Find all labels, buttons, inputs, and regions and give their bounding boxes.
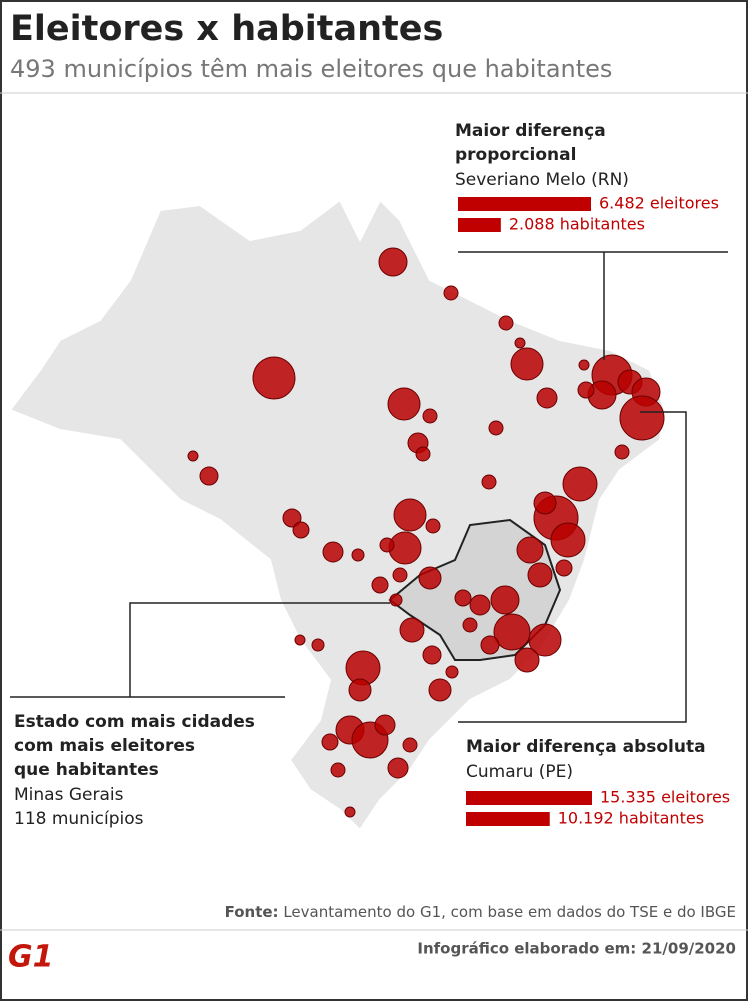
municipality-dot — [351, 548, 365, 562]
callout-title: que habitantes — [14, 760, 159, 780]
municipality-dot — [527, 562, 553, 588]
municipality-dot — [187, 450, 199, 462]
municipality-dot — [415, 446, 431, 462]
municipality-dot — [445, 665, 459, 679]
source-label: Fonte: — [225, 903, 279, 921]
municipality-dot — [292, 521, 310, 539]
callout-title: Maior diferença absoluta — [466, 737, 706, 757]
municipality-dot — [528, 623, 562, 657]
municipality-dot — [330, 762, 346, 778]
comparison-bar — [466, 812, 550, 826]
date: Infográfico elaborado em: 21/09/2020 — [417, 940, 736, 958]
callout-line — [129, 602, 390, 697]
callout-title: proporcional — [455, 145, 576, 165]
municipality-dot — [311, 638, 325, 652]
callout-lines — [10, 251, 728, 723]
bar-label: 2.088 habitantes — [509, 215, 645, 234]
source-text: Levantamento do G1, com base em dados do… — [283, 903, 736, 921]
municipality-dot — [399, 617, 425, 643]
municipality-dot — [488, 420, 504, 436]
municipality-dot — [469, 594, 491, 616]
municipality-dot — [344, 806, 356, 818]
municipality-dot — [199, 466, 219, 486]
municipality-dot — [379, 537, 395, 553]
municipality-dot — [387, 387, 421, 421]
municipality-dot — [348, 678, 372, 702]
municipality-dot — [536, 387, 558, 409]
municipality-dot — [498, 315, 514, 331]
municipality-dot — [393, 498, 427, 532]
callout-place: Minas Gerais — [14, 785, 124, 805]
municipality-dot — [422, 645, 442, 665]
municipality-dot — [614, 444, 630, 460]
callout-title: Maior diferença — [455, 121, 606, 141]
municipality-dot — [490, 585, 520, 615]
municipality-dot — [555, 559, 573, 577]
municipality-dot — [562, 466, 598, 502]
source: Fonte: Levantamento do G1, com base em d… — [225, 903, 736, 921]
municipality-dot — [387, 757, 409, 779]
municipality-dot — [321, 733, 339, 751]
comparison-bar — [466, 791, 592, 805]
municipality-dot — [454, 589, 472, 607]
municipality-dot — [428, 678, 452, 702]
municipality-dot — [425, 518, 441, 534]
municipality-dot — [577, 381, 595, 399]
municipality-dot — [443, 285, 459, 301]
municipality-dot — [371, 576, 389, 594]
bar-group: 6.482 eleitores 2.088 habitantes 15.335 el… — [458, 194, 730, 828]
municipality-dot — [516, 536, 544, 564]
comparison-bar — [458, 197, 591, 211]
municipality-dot — [422, 408, 438, 424]
municipality-dot — [294, 634, 306, 646]
callout-place: Severiano Melo (RN) — [455, 170, 629, 190]
callout-line — [458, 411, 687, 723]
municipality-dot — [392, 567, 408, 583]
municipality-dot — [282, 508, 302, 528]
callout-title: Estado com mais cidades — [14, 712, 255, 732]
callout-detail: 118 municípios — [14, 809, 144, 829]
municipality-dot — [578, 359, 590, 371]
bar-label: 15.335 eleitores — [600, 788, 730, 807]
municipality-dot — [510, 347, 544, 381]
municipality-dot — [322, 541, 344, 563]
municipality-dot — [462, 617, 478, 633]
bar-label: 10.192 habitantes — [558, 809, 704, 828]
municipality-dot — [402, 737, 418, 753]
municipality-dot — [418, 566, 442, 590]
municipality-dot — [378, 247, 408, 277]
municipality-dot — [514, 337, 526, 349]
comparison-bar — [458, 218, 501, 232]
map — [8, 198, 667, 832]
municipality-dot — [481, 474, 497, 490]
municipality-dot — [619, 395, 665, 441]
logo: G1 — [8, 940, 54, 975]
municipality-dot — [480, 635, 500, 655]
municipality-dot — [533, 491, 557, 515]
brazil-shape — [8, 198, 667, 832]
bar-label: 6.482 eleitores — [599, 194, 719, 213]
municipality-dot — [252, 356, 296, 400]
subtitle: 493 municípios têm mais eleitores que ha… — [10, 55, 612, 83]
municipality-dot — [514, 647, 540, 673]
callout-place: Cumaru (PE) — [466, 762, 573, 782]
municipality-dot — [374, 714, 396, 736]
title: Eleitores x habitantes — [10, 9, 443, 49]
municipality-dot — [389, 593, 403, 607]
municipality-dot — [550, 522, 586, 558]
callout-title: com mais eleitores — [14, 736, 195, 756]
municipality-dot — [493, 613, 531, 651]
